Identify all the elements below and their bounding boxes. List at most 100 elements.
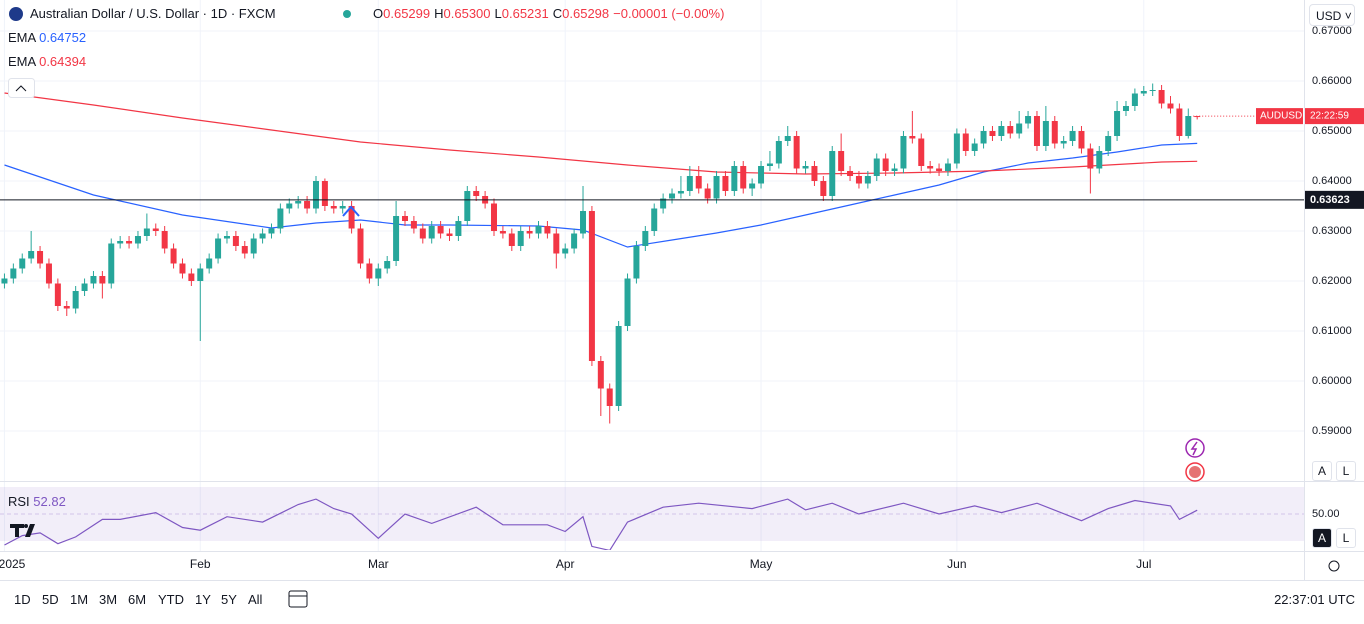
candle-body <box>1051 121 1058 144</box>
candle-body <box>784 136 791 141</box>
candle-body <box>891 168 898 171</box>
candle-body <box>170 248 177 264</box>
candle-body <box>615 326 622 406</box>
range-button[interactable]: 6M <box>128 592 147 607</box>
candle-body <box>28 251 35 259</box>
candle-body <box>1078 131 1085 149</box>
legend-value: 52.82 <box>33 494 66 509</box>
candle-body <box>740 166 747 189</box>
candle-body <box>134 236 141 244</box>
range-button[interactable]: 3M <box>99 592 118 607</box>
candle-body <box>250 238 257 254</box>
candle-body <box>161 231 168 249</box>
candle-body <box>1105 136 1112 151</box>
symbol-label: AUDUSD <box>1260 111 1302 122</box>
currency-label: USD <box>1316 9 1342 23</box>
arrow-icon <box>342 205 360 217</box>
candle-body <box>99 276 106 284</box>
range-button[interactable]: 5D <box>42 592 59 607</box>
candle-body <box>491 203 498 231</box>
currency-dropdown[interactable]: USD ˅ <box>1309 4 1355 26</box>
candle-body <box>713 176 720 199</box>
ema-legend: EMA 0.64394 <box>8 54 86 69</box>
log-scale-button[interactable]: L <box>1336 461 1356 481</box>
y-tick-label: 0.65000 <box>1312 125 1352 137</box>
range-button[interactable]: YTD <box>158 592 184 607</box>
candle-body <box>117 241 124 244</box>
candle-body <box>197 268 204 281</box>
rsi-legend: RSI 52.82 <box>8 494 66 509</box>
candle-body <box>1096 151 1103 169</box>
range-button[interactable]: 1Y <box>195 592 211 607</box>
candle-body <box>1158 90 1165 104</box>
candle-body <box>1131 93 1138 106</box>
candle-body <box>775 141 782 164</box>
candle-body <box>339 206 346 209</box>
candle-body <box>304 201 311 209</box>
candle-body <box>37 251 44 264</box>
candle-body <box>526 231 533 234</box>
candle-body <box>855 176 862 184</box>
date-range-icon[interactable] <box>288 590 308 608</box>
candle-body <box>749 183 756 189</box>
change-value: −0.00001 (−0.00%) <box>613 6 725 21</box>
range-button[interactable]: 1M <box>70 592 89 607</box>
y-tick-label: 0.59000 <box>1312 425 1352 437</box>
candle-body <box>633 246 640 279</box>
symbol-title: Australian Dollar / U.S. Dollar · 1D · F… <box>30 6 276 21</box>
ohlc-values: O0.65299 H0.65300 L0.65231 C0.65298 −0.00001… <box>373 6 724 21</box>
candle-body <box>330 206 337 209</box>
candle-body <box>829 151 836 196</box>
range-button[interactable]: All <box>248 592 263 607</box>
candle-body <box>1176 108 1183 136</box>
candle-body <box>1007 126 1014 134</box>
candle-body <box>838 151 845 171</box>
candle-body <box>10 268 17 279</box>
candle-body <box>1167 103 1174 109</box>
candle-body <box>401 216 408 221</box>
x-tick-label: Jun <box>947 557 966 571</box>
candle-body <box>1060 141 1067 144</box>
candle-body <box>357 228 364 264</box>
candle-body <box>553 233 560 254</box>
candle-body <box>820 181 827 196</box>
candle-body <box>1033 116 1040 146</box>
range-button[interactable]: 1D <box>14 592 31 607</box>
range-button[interactable]: 5Y <box>221 592 237 607</box>
candle-body <box>45 263 52 284</box>
candle-body <box>606 388 613 406</box>
x-tick-label: Jul <box>1136 557 1151 571</box>
candle-body <box>81 283 88 291</box>
auto-scale-button[interactable]: A <box>1312 528 1332 548</box>
candle-body <box>544 226 551 234</box>
y-tick-label: 0.64000 <box>1312 175 1352 187</box>
auto-scale-button[interactable]: A <box>1312 461 1332 481</box>
candle-body <box>63 306 70 309</box>
y-tick-label: 0.60000 <box>1312 375 1352 387</box>
y-tick-label: 0.66000 <box>1312 75 1352 87</box>
log-scale-button[interactable]: L <box>1336 528 1356 548</box>
candle-body <box>464 191 471 221</box>
candle-body <box>473 191 480 196</box>
alert-icon[interactable] <box>1185 438 1205 458</box>
candle-body <box>989 131 996 136</box>
candle-body <box>348 206 355 229</box>
candle-body <box>188 273 195 281</box>
countdown-label: 22:22:59 <box>1310 111 1349 122</box>
candle-body <box>321 181 328 206</box>
settings-icon[interactable] <box>1328 560 1340 572</box>
candle-body <box>72 291 79 309</box>
candle-body <box>455 221 462 236</box>
collapse-button[interactable] <box>8 78 35 98</box>
candle-body <box>1114 111 1121 136</box>
candle-body <box>971 143 978 151</box>
candle-body <box>651 208 658 231</box>
candle-body <box>624 278 631 326</box>
candle-body <box>259 233 266 239</box>
candle-body <box>677 191 684 194</box>
ohlc-value: 0.65300 <box>443 6 491 21</box>
candle-body <box>90 276 97 284</box>
candle-body <box>927 166 934 169</box>
legend-name: EMA <box>8 54 36 69</box>
